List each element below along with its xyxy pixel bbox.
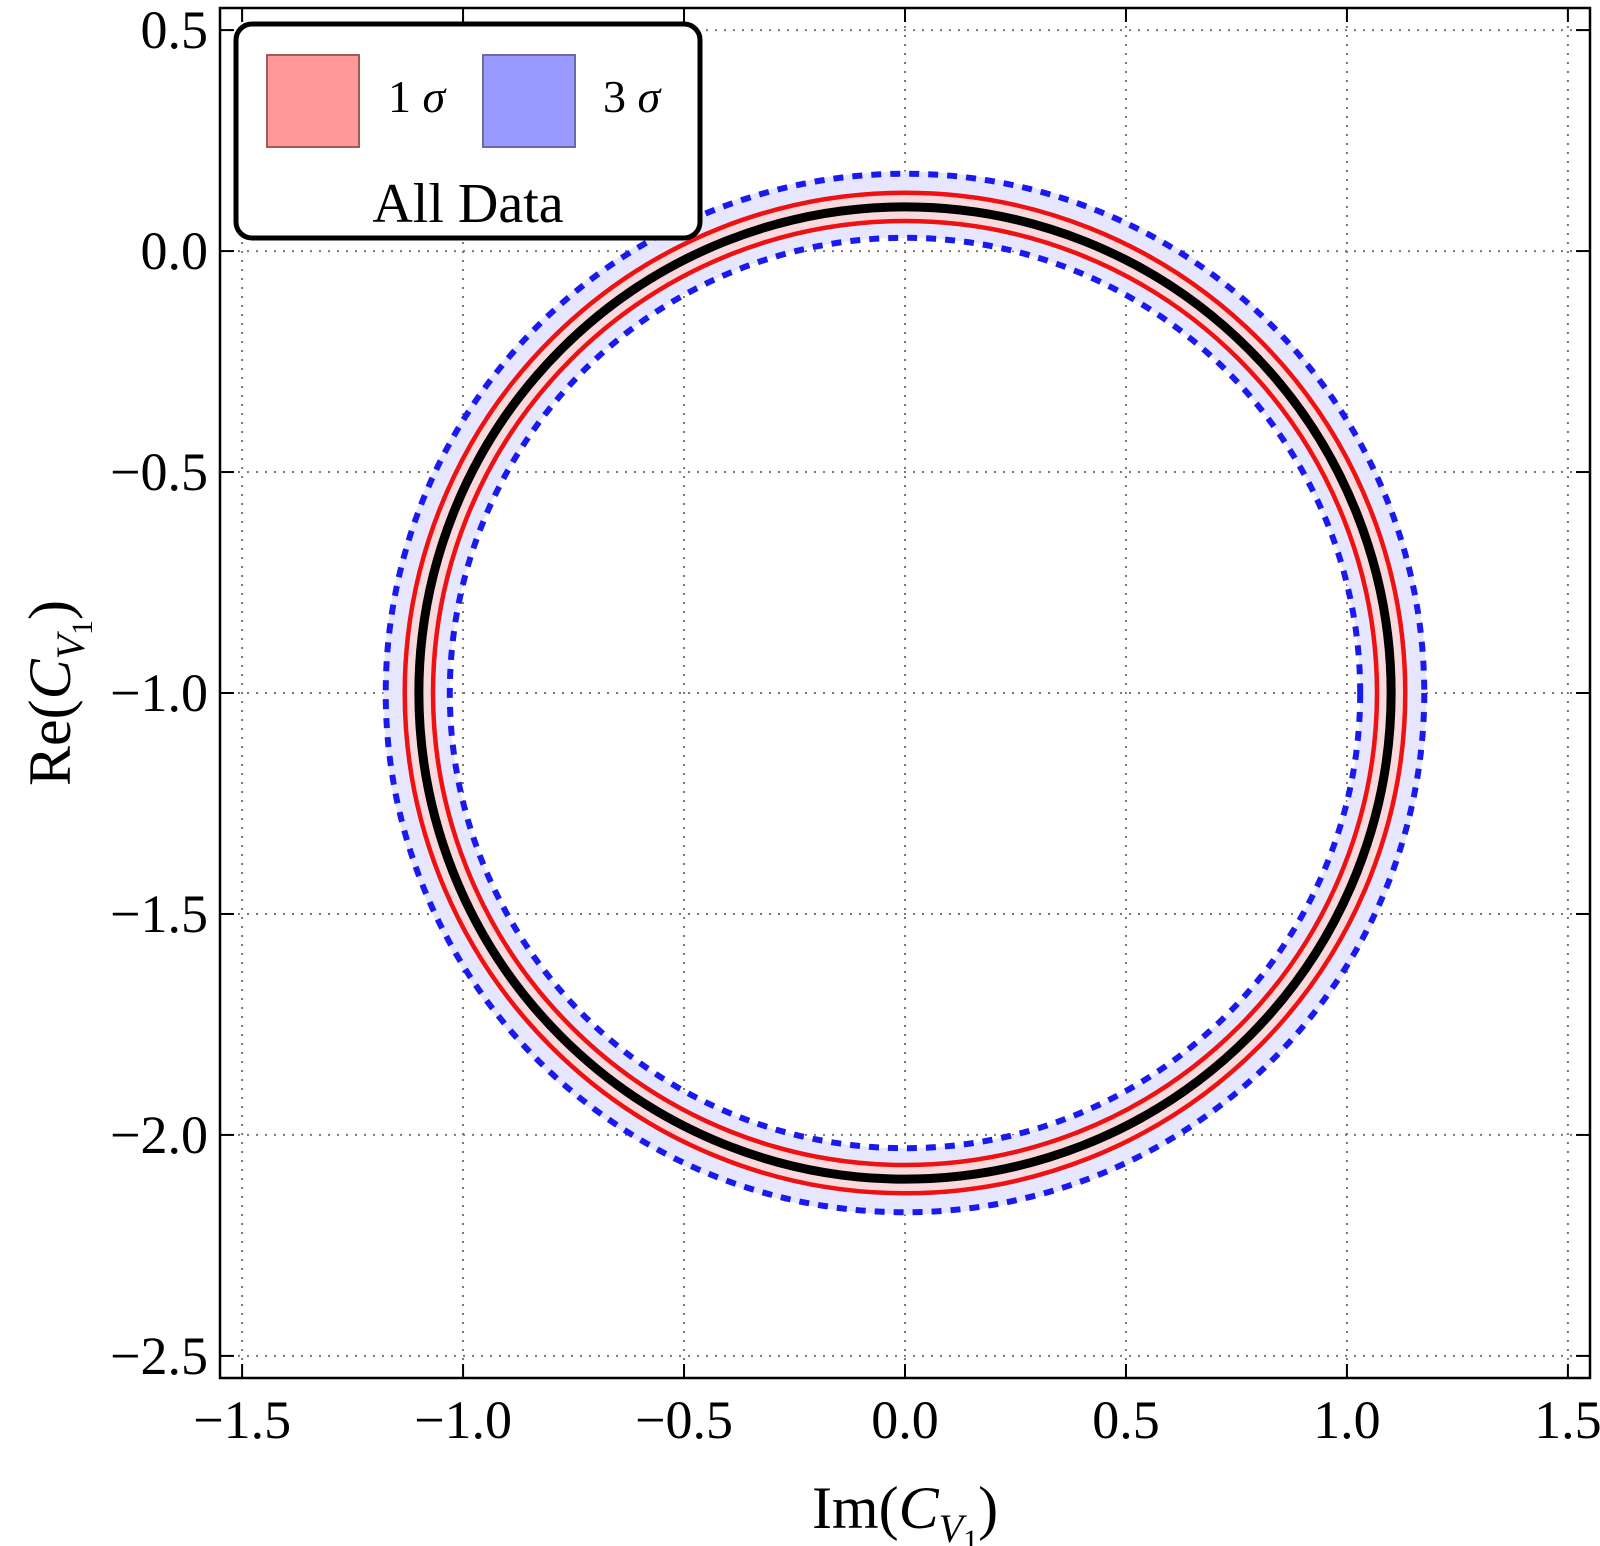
- contour-line: [430, 218, 1380, 1168]
- legend-title: All Data: [372, 173, 563, 235]
- contour-line: [446, 234, 1364, 1152]
- y-tick-label: 0.0: [141, 221, 209, 281]
- legend: 1 σ 3 σ All Data: [233, 21, 703, 241]
- y-tick-label: −2.0: [110, 1105, 208, 1165]
- x-tick-label: −0.5: [635, 1390, 733, 1450]
- axis-ticks: [220, 8, 1590, 1378]
- contour-line: [414, 202, 1396, 1184]
- contour-layer: [382, 170, 1428, 1216]
- x-tick-label: −1.0: [414, 1390, 512, 1450]
- y-tick-label: −1.0: [110, 663, 208, 723]
- x-tick-label: 0.5: [1092, 1390, 1160, 1450]
- y-tick-label: −1.5: [110, 884, 208, 944]
- legend-label-3-sigma: 3 σ: [603, 71, 663, 122]
- grid-lines: [220, 8, 1590, 1378]
- x-tick-labels: −1.5 −1.0 −0.5 0.0 0.5 1.0 1.5: [193, 1390, 1600, 1450]
- contour-line: [382, 170, 1428, 1216]
- legend-swatch-1-sigma: [266, 54, 360, 148]
- y-tick-labels: −2.5 −2.0 −1.5 −1.0 −0.5 0.0 0.5: [110, 0, 208, 1386]
- x-tick-label: −1.5: [193, 1390, 291, 1450]
- contour-line: [402, 190, 1408, 1196]
- y-tick-label: −0.5: [110, 442, 208, 502]
- x-tick-label: 0.0: [871, 1390, 939, 1450]
- x-tick-label: 1.0: [1313, 1390, 1381, 1450]
- legend-label-1-sigma: 1 σ: [388, 71, 448, 122]
- y-tick-label: 0.5: [141, 0, 209, 60]
- y-tick-label: −2.5: [110, 1326, 208, 1386]
- legend-swatch-3-sigma: [482, 54, 576, 148]
- x-tick-label: 1.5: [1534, 1390, 1600, 1450]
